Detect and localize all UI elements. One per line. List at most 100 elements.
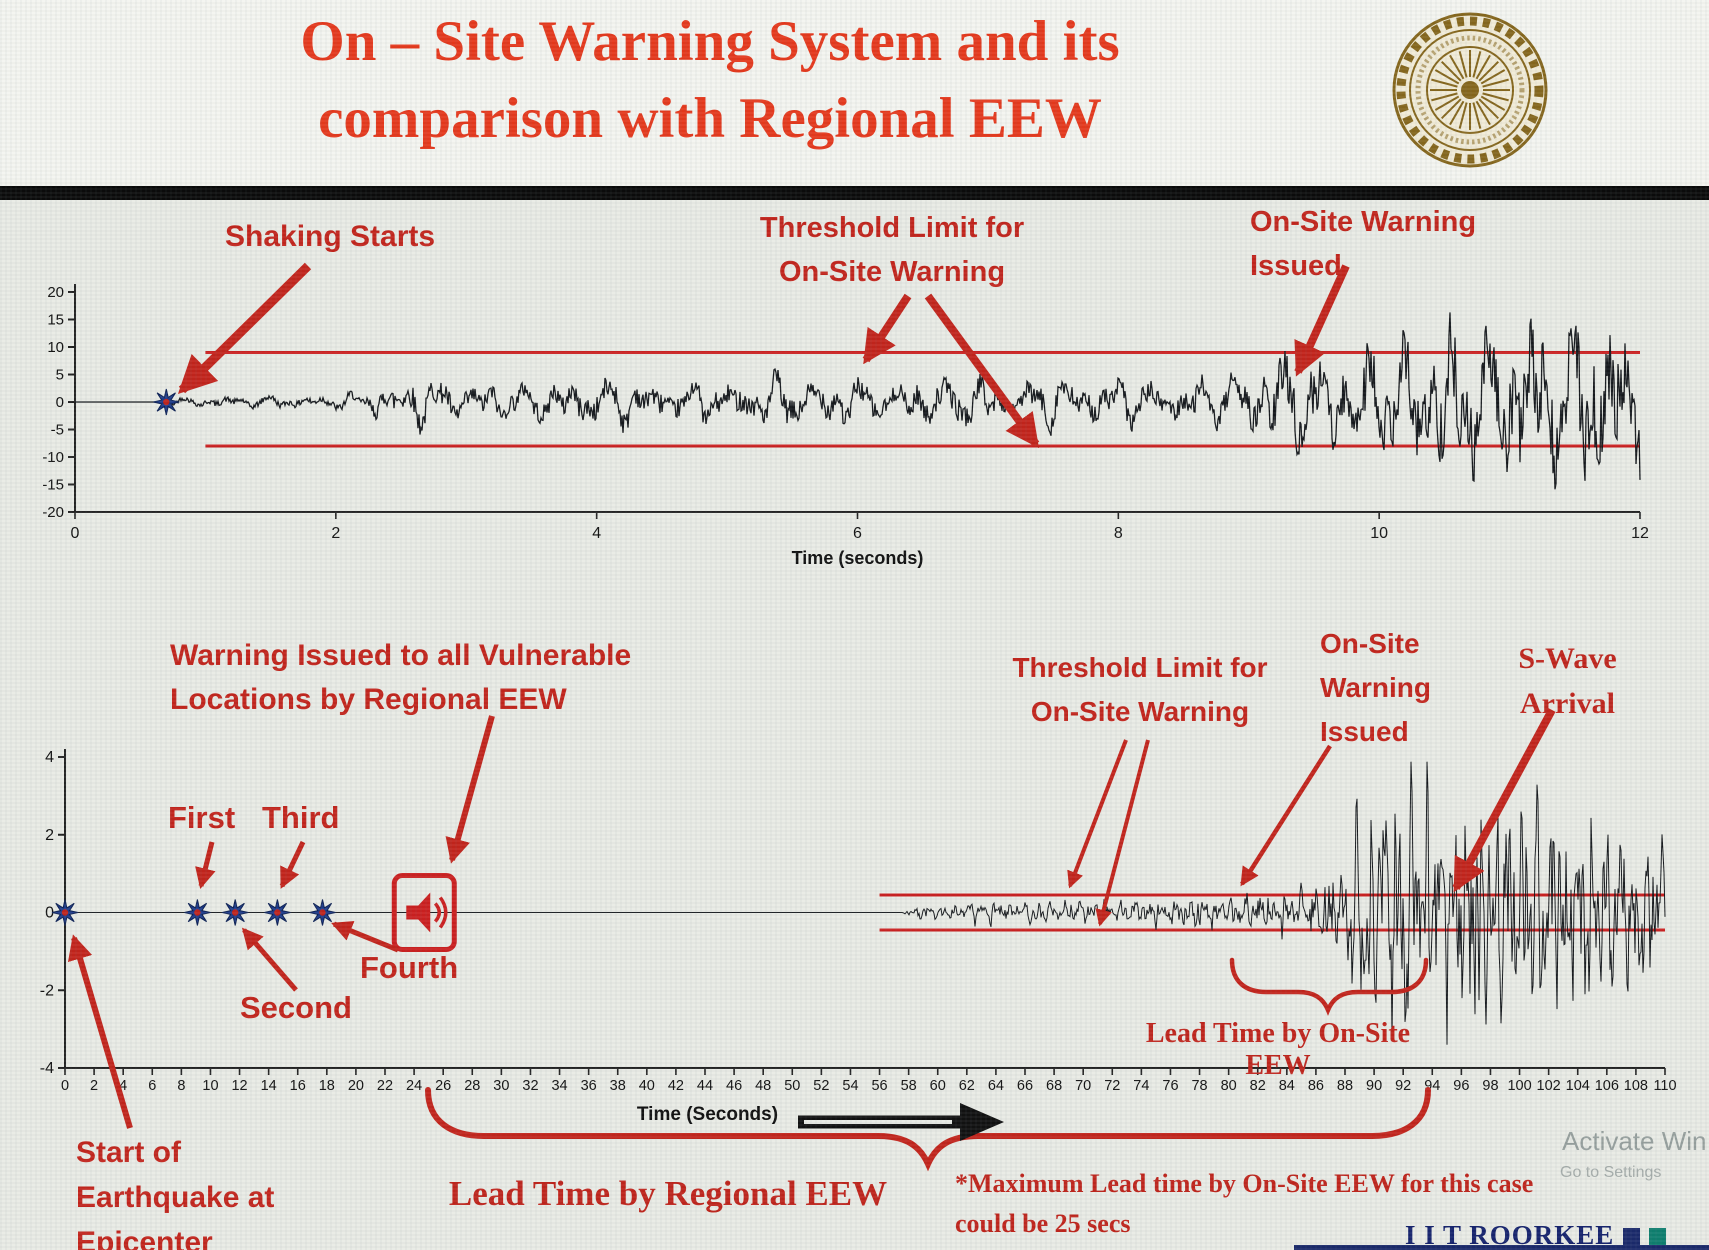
annotation-threshold-top-line1: Threshold Limit for — [759, 212, 1025, 244]
y-tick-label: -20 — [42, 504, 64, 521]
annotation-warning-issued-bottom-line2: Warning — [1320, 672, 1431, 703]
arrow-threshold-lower-top — [924, 293, 1040, 449]
x-tick-label: 52 — [813, 1078, 829, 1094]
star-center-dot — [231, 909, 239, 916]
y-tick-label: -5 — [51, 422, 64, 439]
annotation-threshold-bottom-line1: Threshold Limit for — [1012, 652, 1268, 683]
arrow-shaking-starts — [177, 262, 312, 394]
star-center-dot — [61, 909, 69, 916]
logo-hub — [1461, 81, 1479, 99]
logo-spoke — [1434, 69, 1460, 85]
annotation-warning-issued-bottom-line1: On-Site — [1320, 628, 1420, 659]
x-tick-label: 22 — [377, 1078, 393, 1094]
annotation-lead-time-onsite: Lead Time by On-Site EEW — [1145, 1018, 1411, 1081]
x-tick-label: 4 — [592, 525, 601, 542]
logo-spoke — [1480, 95, 1506, 111]
annotation-regional-warning: Warning Issued to all Vulnerable Locatio… — [170, 634, 631, 722]
title-line2: comparison with Regional EEW — [318, 86, 1102, 150]
logo-spoke — [1431, 92, 1458, 102]
x-tick-label: 38 — [610, 1078, 626, 1094]
x-tick-label: 88 — [1337, 1078, 1353, 1094]
x-tick-label: 18 — [319, 1078, 335, 1094]
x-tick-label: 6 — [148, 1078, 156, 1094]
x-tick-label: 76 — [1162, 1078, 1178, 1094]
x-tick-label: 54 — [842, 1078, 858, 1094]
x-tick-label: 80 — [1221, 1078, 1237, 1094]
annotation-threshold-top: Threshold Limit for On-Site Warning — [742, 206, 1042, 294]
annotation-start-line3: Epicenter — [76, 1226, 213, 1250]
x-tick-label: 96 — [1453, 1078, 1469, 1094]
x-tick-label: 92 — [1395, 1078, 1411, 1094]
logo-spoke — [1475, 54, 1491, 80]
logo-spoke — [1482, 92, 1509, 102]
x-tick-label: 0 — [71, 525, 80, 542]
x-tick-label: 110 — [1653, 1078, 1676, 1094]
y-tick-label: 4 — [45, 749, 54, 766]
arrow-threshold-lower-bottom — [1095, 739, 1150, 927]
x-tick-label: 104 — [1566, 1078, 1590, 1094]
x-tick-label: 36 — [581, 1078, 597, 1094]
logo-spoke — [1458, 51, 1468, 78]
annotation-second: Second — [240, 990, 352, 1025]
x-tick-label: 66 — [1017, 1078, 1033, 1094]
arrow-onsite-issued-top — [1294, 264, 1350, 377]
y-tick-label: 2 — [45, 827, 54, 844]
arrow-start-epicenter — [67, 934, 133, 1129]
annotation-threshold-bottom-line2: On-Site Warning — [1030, 696, 1250, 727]
brace-lead-time-regional — [425, 1087, 1431, 1172]
y-tick-label: -15 — [42, 477, 64, 494]
x-tick-label: 4 — [119, 1078, 127, 1094]
logo-spoke — [1475, 100, 1491, 126]
logo-inner-ring — [1426, 46, 1514, 134]
y-tick-label: 20 — [47, 284, 64, 301]
logo-gear-teeth — [1396, 16, 1544, 164]
arrow-second — [241, 927, 298, 992]
title-line1: On – Site Warning System and its — [300, 10, 1120, 73]
annotation-warning-issued-bottom: On-Site Warning Issued — [1320, 622, 1431, 754]
logo-spoke — [1472, 51, 1482, 78]
x-tick-label: 42 — [668, 1078, 684, 1094]
bottom-chart-x-axis-label: Time (Seconds) — [636, 1104, 779, 1125]
logo-text-ring — [1415, 35, 1525, 145]
y-tick-label: 0 — [56, 394, 64, 411]
logo-spoke — [1472, 102, 1482, 129]
x-tick-label: 108 — [1624, 1078, 1648, 1094]
x-tick-label: 16 — [290, 1078, 306, 1094]
annotation-s-wave-line1: S-Wave — [1518, 642, 1617, 675]
x-tick-label: 106 — [1595, 1078, 1619, 1094]
logo-spoke — [1449, 100, 1465, 126]
regional-warning-icon — [391, 873, 457, 952]
x-tick-label: 14 — [261, 1078, 277, 1094]
footer-square-navy — [1623, 1228, 1641, 1245]
x-tick-label: 12 — [231, 1078, 247, 1094]
x-tick-label: 34 — [551, 1078, 567, 1094]
sound-wave-arc — [433, 902, 442, 923]
logo-spoke — [1478, 61, 1499, 82]
logo-wheel-spokes — [1430, 50, 1510, 130]
annotation-warning-issued-bottom-line3: Issued — [1320, 716, 1409, 747]
annotation-threshold-bottom: Threshold Limit for On-Site Warning — [990, 646, 1290, 734]
x-tick-label: 62 — [959, 1078, 975, 1094]
x-tick-label: 30 — [493, 1078, 509, 1094]
speaker-icon — [406, 892, 431, 933]
star-center-dot — [163, 398, 170, 406]
divider-bar — [0, 186, 1709, 200]
logo-spoke — [1431, 78, 1458, 88]
x-tick-label: 98 — [1482, 1078, 1498, 1094]
seismic-trace — [75, 312, 1641, 490]
logo-spoke — [1458, 102, 1468, 129]
annotation-warning-issued-top: On-Site Warning Issued — [1250, 200, 1476, 288]
sound-wave-arc — [438, 896, 448, 929]
slide-title: On – Site Warning System and its compari… — [60, 4, 1360, 158]
footer-rule — [1294, 1245, 1709, 1250]
y-tick-label: -10 — [42, 449, 64, 466]
y-tick-label: 10 — [47, 339, 64, 356]
x-tick-label: 102 — [1537, 1078, 1561, 1094]
x-tick-label: 24 — [406, 1078, 422, 1094]
star-center-dot — [274, 909, 281, 916]
arrow-regional-warning — [445, 715, 495, 864]
x-tick-label: 2 — [90, 1078, 98, 1094]
logo-spoke — [1478, 98, 1499, 119]
